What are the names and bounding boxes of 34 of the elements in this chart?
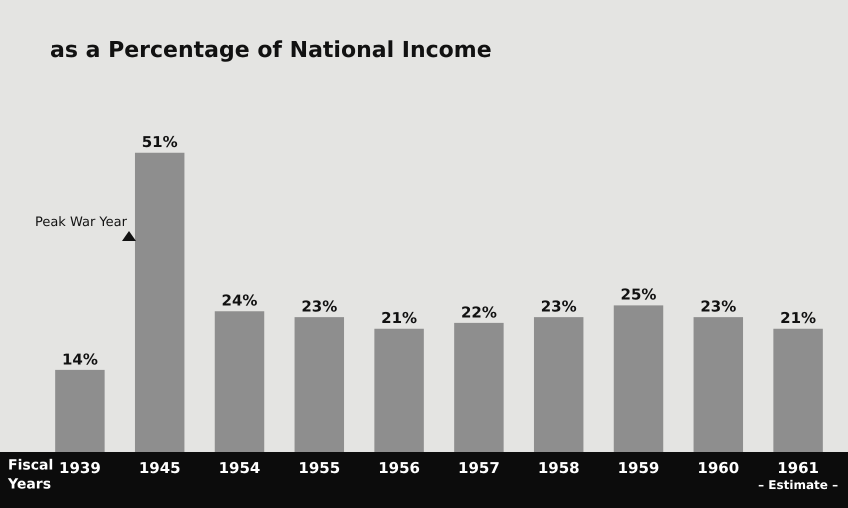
text: – Estimate – — [758, 478, 838, 492]
x-tick-label: 1954 — [218, 458, 260, 477]
bar — [214, 311, 264, 452]
bar — [773, 328, 823, 452]
bar — [294, 317, 344, 452]
data-label: 23% — [540, 297, 577, 316]
x-tick-label: 1961 — [777, 458, 819, 477]
data-label: 25% — [620, 286, 656, 304]
data-label: 24% — [222, 292, 258, 310]
bar — [614, 305, 664, 452]
x-tick-label: 1939 — [59, 458, 101, 477]
bar — [454, 322, 504, 452]
bar — [374, 328, 424, 452]
data-label: 23% — [700, 297, 736, 316]
bar — [534, 317, 584, 452]
data-label: 51% — [142, 133, 178, 152]
x-axis-title: Fiscal Years — [7, 458, 54, 493]
x-tick-label: 1945 — [138, 458, 181, 477]
data-label: 22% — [460, 303, 497, 322]
x-tick-label: 1955 — [298, 458, 340, 477]
data-label: 21% — [381, 309, 418, 328]
bar — [134, 152, 184, 452]
x-tick-label: 1956 — [378, 458, 420, 477]
data-label: 23% — [301, 297, 338, 316]
x-tick-label: 1958 — [538, 458, 580, 477]
data-label: 21% — [780, 309, 816, 328]
bar — [694, 317, 744, 452]
bar — [55, 370, 105, 452]
annotation: Peak War Year — [34, 215, 128, 230]
x-tick-label: 1957 — [458, 458, 500, 477]
x-tick-label: 1960 — [697, 458, 740, 477]
data-label: 14% — [62, 350, 98, 368]
chart-title: as a Percentage of National Income — [50, 38, 492, 63]
x-tick-label: 1959 — [618, 458, 660, 477]
